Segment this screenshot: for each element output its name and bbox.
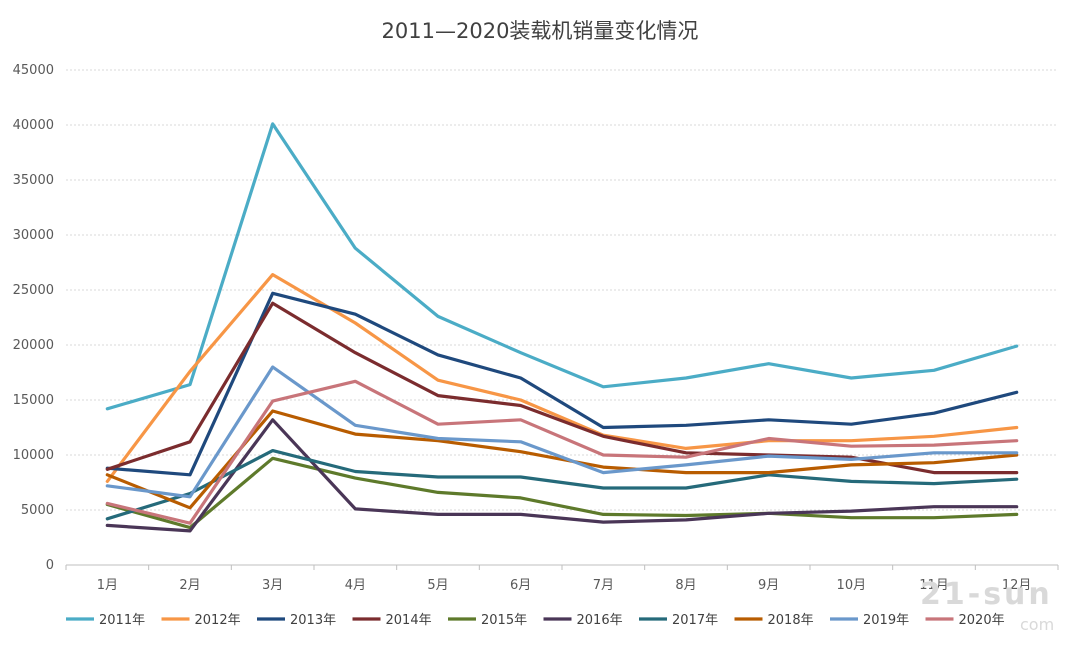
legend-label: 2017年 bbox=[672, 613, 718, 628]
x-tick-label: 9月 bbox=[758, 578, 779, 593]
series-line-2020年 bbox=[105, 379, 1019, 525]
y-tick-label: 0 bbox=[46, 558, 54, 573]
legend-label: 2016年 bbox=[577, 613, 623, 628]
x-tick-label: 10月 bbox=[837, 578, 867, 593]
x-tick-label: 12月 bbox=[1002, 578, 1032, 593]
y-tick-label: 30000 bbox=[13, 228, 54, 243]
series-line-2017年 bbox=[105, 449, 1019, 521]
series-line-2019年 bbox=[105, 365, 1019, 499]
x-tick-label: 2月 bbox=[179, 578, 200, 593]
watermark-logo: 21-sun com bbox=[920, 577, 1054, 634]
series-line-2018年 bbox=[105, 409, 1019, 510]
legend-label: 2015年 bbox=[481, 613, 527, 628]
y-tick-label: 15000 bbox=[13, 393, 54, 408]
x-tick-label: 5月 bbox=[427, 578, 448, 593]
x-tick-label: 3月 bbox=[262, 578, 283, 593]
x-axis-ticks: 1月 2月 3月 4月 5月 6月 7月 8月 9月 10月 11月 12月 bbox=[65, 565, 1059, 593]
legend-item: 2018年 bbox=[734, 613, 814, 628]
legend-item: 2014年 bbox=[352, 613, 432, 628]
x-tick-label: 11月 bbox=[919, 578, 949, 593]
x-tick-label: 4月 bbox=[345, 578, 366, 593]
legend-item: 2020年 bbox=[925, 613, 1005, 628]
series-line-2016年 bbox=[105, 418, 1019, 533]
legend-item: 2012年 bbox=[161, 613, 241, 628]
legend-label: 2020年 bbox=[959, 613, 1005, 628]
series-line-2012年 bbox=[105, 273, 1019, 483]
legend-item: 2015年 bbox=[448, 613, 527, 628]
y-tick-label: 10000 bbox=[13, 448, 54, 463]
legend-label: 2011年 bbox=[99, 613, 145, 628]
y-axis-ticks: 0 5000 10000 15000 20000 25000 30000 35000 40000… bbox=[13, 63, 54, 573]
legend-label: 2018年 bbox=[768, 613, 814, 628]
legend: 2011年 2012年 2013年 2014年 2015年 2016年 2017年 2018年… bbox=[66, 613, 1005, 628]
y-tick-label: 45000 bbox=[13, 63, 54, 78]
y-tick-label: 40000 bbox=[13, 118, 54, 133]
legend-item: 2016年 bbox=[543, 613, 623, 628]
y-tick-label: 35000 bbox=[13, 173, 54, 188]
x-tick-label: 6月 bbox=[510, 578, 531, 593]
x-tick-label: 7月 bbox=[593, 578, 614, 593]
x-tick-label: 1月 bbox=[97, 578, 118, 593]
gridlines bbox=[66, 69, 1058, 566]
series-line-2015年 bbox=[105, 456, 1019, 530]
legend-label: 2013年 bbox=[290, 613, 336, 628]
legend-item: 2011年 bbox=[66, 613, 145, 628]
series-line-2011年 bbox=[105, 122, 1019, 411]
legend-label: 2019年 bbox=[863, 613, 909, 628]
y-tick-label: 20000 bbox=[13, 338, 54, 353]
watermark-text: 21-sun bbox=[920, 577, 1053, 612]
x-tick-label: 8月 bbox=[675, 578, 696, 593]
y-tick-label: 25000 bbox=[13, 283, 54, 298]
legend-item: 2019年 bbox=[830, 613, 909, 628]
legend-item: 2013年 bbox=[257, 613, 336, 628]
legend-label: 2014年 bbox=[386, 613, 432, 628]
watermark-subtext: com bbox=[1020, 615, 1054, 634]
series-line-2013年 bbox=[105, 291, 1019, 477]
legend-item: 2017年 bbox=[639, 613, 718, 628]
chart-title: 2011—2020装载机销量变化情况 bbox=[382, 19, 699, 43]
series-lines bbox=[105, 122, 1019, 533]
legend-label: 2012年 bbox=[195, 613, 241, 628]
y-tick-label: 5000 bbox=[21, 503, 54, 518]
